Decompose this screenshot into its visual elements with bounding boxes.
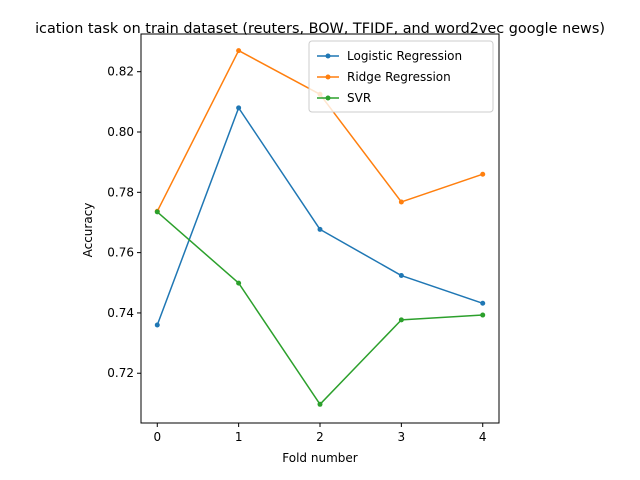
data-point: [398, 199, 404, 205]
legend-swatch-marker: [325, 53, 331, 59]
data-point: [398, 317, 404, 323]
x-tick-label: 0: [153, 430, 161, 444]
data-point: [480, 171, 486, 177]
data-point: [236, 280, 242, 286]
data-point: [236, 48, 242, 54]
legend-swatch-marker: [325, 95, 331, 101]
y-axis-label: Accuracy: [81, 203, 95, 258]
data-point: [154, 209, 160, 215]
plot-area: 0 1 2 3 4 0.72 0.74 0.76 0.78 0.80 0.82: [107, 33, 500, 444]
data-point: [480, 312, 486, 318]
y-tick-label: 0.78: [107, 185, 134, 199]
data-point: [317, 401, 323, 407]
legend: Logistic Regression Ridge Regression SVR: [308, 40, 494, 113]
y-tick-label: 0.74: [107, 306, 134, 320]
data-point: [398, 273, 404, 279]
y-tick-label: 0.80: [107, 125, 134, 139]
y-tick-label: 0.82: [107, 65, 134, 79]
x-tick-label: 2: [316, 430, 324, 444]
y-tick-label: 0.76: [107, 246, 134, 260]
chart-title: ication task on train dataset (reuters, …: [35, 21, 605, 37]
x-tick-label: 4: [479, 430, 487, 444]
legend-swatch-marker: [325, 74, 331, 80]
data-point: [154, 322, 160, 328]
x-tick-label: 3: [398, 430, 406, 444]
y-tick-label: 0.72: [107, 366, 134, 380]
data-point: [317, 226, 323, 232]
legend-label: SVR: [347, 91, 371, 105]
legend-box: [308, 40, 494, 113]
legend-item: Ridge Regression: [317, 70, 451, 84]
legend-item: Logistic Regression: [317, 49, 462, 63]
x-axis-label: Fold number: [282, 451, 357, 465]
x-tick-label: 1: [235, 430, 243, 444]
legend-label: Ridge Regression: [347, 70, 451, 84]
series-0: [154, 105, 486, 328]
legend-item: SVR: [317, 91, 371, 105]
data-point: [480, 300, 486, 306]
legend-label: Logistic Regression: [347, 49, 462, 63]
data-point: [236, 105, 242, 111]
series-2: [154, 209, 486, 407]
